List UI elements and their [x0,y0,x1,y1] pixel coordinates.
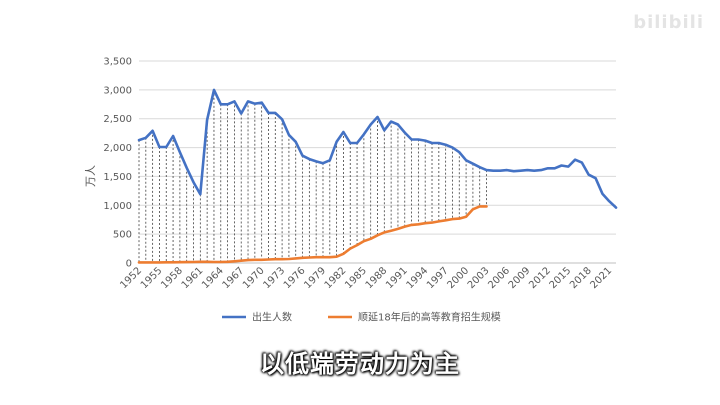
series-layer [137,88,618,264]
y-tick-label: 3,000 [103,85,132,96]
x-tick-label: 2000 [445,265,471,291]
x-tick-label: 1973 [261,265,287,291]
series-line-1 [137,88,618,209]
y-tick-label: 2,500 [103,114,132,125]
x-tick-label: 1952 [118,265,144,291]
x-tick-label: 2018 [568,265,594,291]
x-tick-label: 2015 [548,265,574,291]
y-axis-label: 万人 [84,165,97,187]
x-tick-label: 2006 [486,265,512,291]
video-subtitle: 以低端劳动力为主 [260,350,460,378]
legend-entry-2: 顺延18年后的高等教育招生规模 [358,311,501,324]
legend-entry-1: 出生人数 [252,311,292,324]
x-tick-label: 1964 [200,265,226,291]
x-axis-ticks: 1952195519581961196419671970197319761979… [118,265,614,291]
x-tick-label: 1982 [323,265,349,291]
x-tick-label: 2021 [589,265,615,291]
x-tick-label: 1967 [221,265,247,291]
x-tick-label: 1988 [364,265,390,291]
drop-lines [138,89,487,263]
x-tick-label: 1994 [405,265,431,291]
watermark-logo: bilibili [633,12,704,33]
x-tick-label: 1991 [384,265,410,291]
y-tick-label: 500 [113,230,132,241]
y-tick-label: 0 [126,259,132,270]
x-tick-label: 1997 [425,265,451,291]
x-tick-label: 2012 [527,265,553,291]
legend: 出生人数 顺延18年后的高等教育招生规模 [222,311,501,324]
x-tick-label: 1979 [302,265,328,291]
x-tick-label: 2003 [466,265,492,291]
x-tick-label: 1958 [159,265,185,291]
x-tick-label: 2009 [507,265,533,291]
y-tick-label: 1,500 [103,172,132,183]
x-tick-label: 1961 [180,265,206,291]
y-axis-ticks: 0 500 1,000 1,500 2,000 2,500 3,000 3,500 [103,57,132,270]
series-line-2 [137,205,488,264]
x-tick-label: 1970 [241,265,267,291]
y-tick-label: 2,000 [103,143,132,154]
y-tick-label: 1,000 [103,201,132,212]
y-tick-label: 3,500 [103,57,132,68]
x-tick-label: 1955 [139,265,165,291]
x-tick-label: 1985 [343,265,369,291]
x-tick-label: 1976 [282,265,308,291]
